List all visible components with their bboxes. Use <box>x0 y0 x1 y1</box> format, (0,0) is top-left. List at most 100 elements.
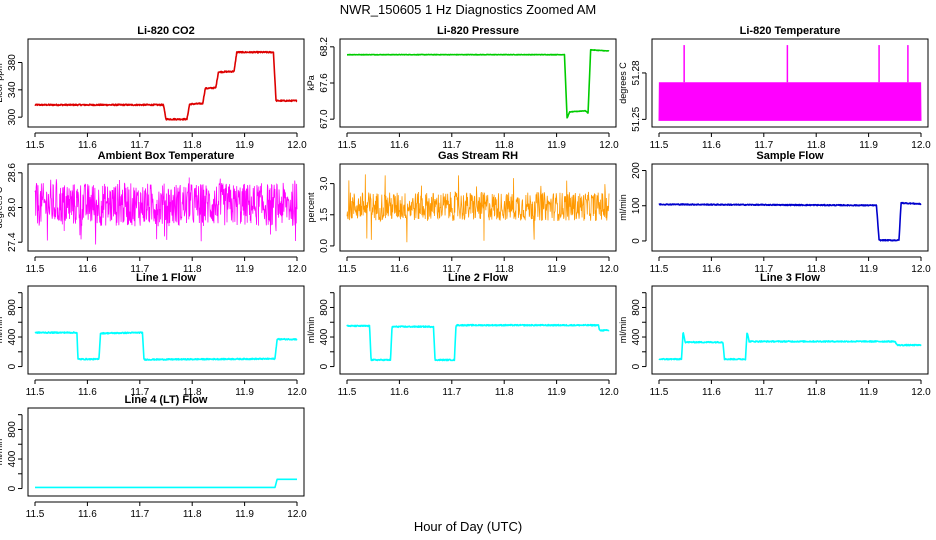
panel-title: Ambient Box Temperature <box>98 150 235 162</box>
x-axis: 11.5 11.6 11.7 11.8 11.9 12.0 <box>26 379 307 398</box>
data-layer <box>34 478 298 489</box>
y-tick-label: 300 <box>7 108 18 125</box>
y-tick-label: 1.5 <box>319 207 330 221</box>
y-axis: 0 100 200 <box>631 162 647 244</box>
x-tick-label: 11.7 <box>754 140 773 151</box>
y-tick-label: 0 <box>319 363 330 369</box>
y-tick-label: 27.4 <box>7 232 18 252</box>
x-axis: 11.5 11.6 11.7 11.8 11.9 12.0 <box>338 132 619 151</box>
x-axis: 11.5 11.6 11.7 11.8 11.9 12.0 <box>26 256 307 275</box>
data-layer <box>346 323 610 362</box>
plot-frame <box>651 38 929 128</box>
x-tick-label: 11.6 <box>702 387 721 398</box>
y-axis-label: degrees C <box>618 62 628 104</box>
panel-title: Line 3 Flow <box>760 272 820 284</box>
y-tick-label: 3.0 <box>319 176 330 190</box>
plot-frame <box>339 163 617 252</box>
series-line <box>34 478 298 489</box>
x-tick-label: 11.6 <box>390 264 409 275</box>
y-axis-label: ml/min <box>0 317 4 344</box>
x-tick-label: 11.5 <box>26 264 45 275</box>
plot-frame <box>651 285 929 375</box>
y-axis: 0.0 1.5 3.0 <box>319 176 335 253</box>
y-tick-label: 67.6 <box>319 73 330 93</box>
y-tick-label: 800 <box>7 421 18 438</box>
plot-frame <box>339 38 617 128</box>
x-axis: 11.5 11.6 11.7 11.8 11.9 12.0 <box>338 256 619 275</box>
data-layer <box>34 177 298 245</box>
x-tick-label: 12.0 <box>599 387 619 398</box>
data-layer <box>658 201 922 242</box>
panel-5: Gas Stream RH percent 11.5 11.6 11.7 11.8 11.9… <box>306 150 619 275</box>
x-tick-label: 11.5 <box>26 387 45 398</box>
x-tick-label: 12.0 <box>599 264 619 275</box>
x-tick-label: 11.9 <box>235 509 254 520</box>
x-tick-label: 11.9 <box>235 264 254 275</box>
y-axis: 51.25 51.28 <box>631 60 647 132</box>
x-tick-label: 11.5 <box>650 387 669 398</box>
x-axis: 11.5 11.6 11.7 11.8 11.9 12.0 <box>650 132 931 151</box>
panel-title: Line 4 (LT) Flow <box>125 394 208 406</box>
panel-9: Line 3 Flow ml/min 11.5 11.6 11.7 11.8 11.9 12.… <box>618 272 931 398</box>
y-axis-label: ml/min <box>306 317 316 344</box>
x-tick-label: 11.5 <box>650 140 669 151</box>
y-tick-label: 400 <box>631 328 642 345</box>
data-layer <box>34 331 298 361</box>
panel-6: Sample Flow ml/min 11.5 11.6 11.7 11.8 11.9 12.… <box>618 150 931 275</box>
x-tick-label: 11.7 <box>130 140 149 151</box>
series-line <box>34 331 298 361</box>
x-tick-label: 11.5 <box>26 509 45 520</box>
series-line <box>34 50 298 121</box>
x-tick-label: 11.8 <box>807 387 826 398</box>
x-axis: 11.5 11.6 11.7 11.8 11.9 12.0 <box>26 132 307 151</box>
series-line <box>658 201 922 242</box>
x-tick-label: 11.9 <box>547 140 566 151</box>
x-tick-label: 11.9 <box>235 387 254 398</box>
x-tick-label: 11.5 <box>338 264 357 275</box>
x-tick-label: 12.0 <box>287 509 307 520</box>
y-tick-label: 800 <box>631 299 642 316</box>
x-tick-label: 11.7 <box>442 387 461 398</box>
y-axis-label: ml/min <box>618 317 628 344</box>
series-line <box>346 174 610 243</box>
panel-2: Li-820 Pressure kPa 11.5 11.6 11.7 11.8 11.9 12… <box>306 25 619 151</box>
x-tick-label: 11.8 <box>495 387 514 398</box>
panel-title: Gas Stream RH <box>438 150 518 162</box>
x-tick-label: 11.7 <box>442 264 461 275</box>
x-tick-label: 11.6 <box>702 140 721 151</box>
y-tick-label: 400 <box>7 450 18 467</box>
panel-8: Line 2 Flow ml/min 11.5 11.6 11.7 11.8 11.9 12.… <box>306 272 619 398</box>
y-tick-label: 0 <box>7 485 18 491</box>
y-tick-label: 67.0 <box>319 109 330 129</box>
data-layer <box>658 45 922 121</box>
panel-title: Li-820 Temperature <box>740 25 841 37</box>
y-tick-label: 0 <box>631 238 642 244</box>
y-tick-label: 400 <box>319 328 330 345</box>
panel-title: Line 2 Flow <box>448 272 508 284</box>
x-tick-label: 11.6 <box>78 509 97 520</box>
plot-frame <box>339 285 617 375</box>
x-tick-label: 11.9 <box>859 387 878 398</box>
series-line <box>34 177 298 245</box>
plot-frame <box>27 163 305 252</box>
y-tick-label: 51.28 <box>631 60 642 85</box>
x-axis: 11.5 11.6 11.7 11.8 11.9 12.0 <box>650 256 931 275</box>
x-tick-label: 11.5 <box>338 387 357 398</box>
y-tick-label: 28.6 <box>7 163 18 183</box>
x-tick-label: 12.0 <box>287 387 307 398</box>
x-tick-label: 11.5 <box>650 264 669 275</box>
data-layer <box>346 174 610 243</box>
x-tick-label: 11.9 <box>547 264 566 275</box>
y-tick-label: 100 <box>631 197 642 214</box>
panel-4: Ambient Box Temperature degrees C 11.5 11.6… <box>0 150 307 275</box>
x-tick-label: 12.0 <box>599 140 619 151</box>
x-tick-label: 11.8 <box>183 387 202 398</box>
data-layer <box>658 332 922 361</box>
y-tick-label: 800 <box>7 299 18 316</box>
plot-frame <box>27 407 305 497</box>
